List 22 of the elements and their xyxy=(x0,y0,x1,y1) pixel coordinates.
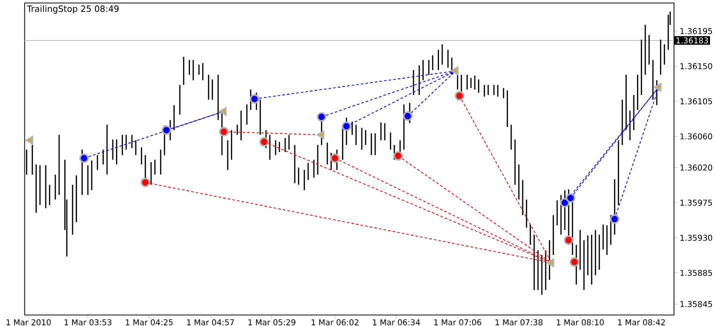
y-tick-label: 1.35930 xyxy=(680,234,712,241)
y-tick-label: 1.36150 xyxy=(680,63,712,70)
y-tick-label: 1.35975 xyxy=(680,200,712,206)
x-tick-label: 1 Mar 08:42 xyxy=(618,319,665,326)
x-tick-label: 1 Mar 06:02 xyxy=(312,319,358,326)
x-tick-label: 1 Mar 08:10 xyxy=(556,319,604,326)
y-tick-label: 1.36020 xyxy=(680,164,712,171)
x-tick-label: 1 Mar 07:06 xyxy=(434,319,482,326)
x-tick-label: 1 Mar 05:29 xyxy=(248,319,296,326)
x-tick-label: 1 Mar 06:34 xyxy=(372,319,420,326)
ref-line-label: 1.36183 xyxy=(676,37,708,44)
chart-title: TrailingStop 25 08:49 xyxy=(26,5,119,14)
x-tick-label: 1 Mar 2010 xyxy=(6,319,51,326)
x-tick-label: 1 Mar 07:38 xyxy=(496,319,542,326)
y-tick-label: 1.35845 xyxy=(680,301,712,308)
x-tick-label: 1 Mar 04:57 xyxy=(187,319,234,326)
x-tick-label: 1 Mar 03:53 xyxy=(64,319,112,326)
y-tick-label: 1.35885 xyxy=(680,270,712,276)
y-tick-label: 1.36105 xyxy=(680,98,712,104)
y-tick-label: 1.36060 xyxy=(680,133,712,140)
y-tick-label: 1.36195 xyxy=(680,28,712,34)
x-tick-label: 1 Mar 04:25 xyxy=(126,319,173,326)
